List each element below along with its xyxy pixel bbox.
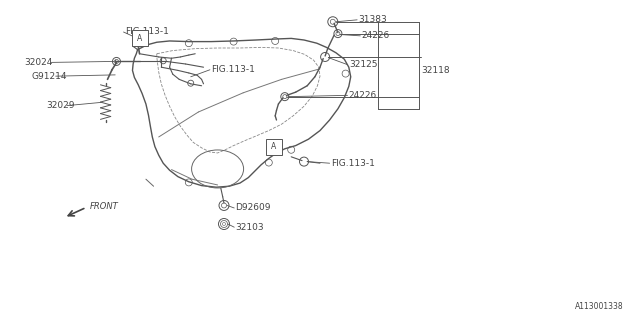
Text: 32024: 32024	[24, 58, 52, 67]
Text: 24226: 24226	[362, 31, 390, 40]
Bar	[266, 139, 282, 155]
Text: A: A	[137, 34, 142, 43]
Text: 31383: 31383	[358, 15, 387, 24]
Text: A113001338: A113001338	[575, 302, 624, 311]
Text: FIG.113-1: FIG.113-1	[332, 159, 376, 168]
Bar	[132, 30, 148, 46]
Text: 32103: 32103	[236, 223, 264, 232]
Text: D92609: D92609	[236, 204, 271, 212]
Text: FIG.113-1: FIG.113-1	[125, 28, 169, 36]
Text: 32029: 32029	[46, 101, 75, 110]
Text: G91214: G91214	[32, 72, 67, 81]
Text: FIG.113-1: FIG.113-1	[211, 65, 255, 74]
Text: 32125: 32125	[349, 60, 378, 69]
Text: 24226: 24226	[349, 91, 377, 100]
Text: 32118: 32118	[421, 66, 450, 75]
Text: A: A	[271, 142, 276, 151]
Text: FRONT: FRONT	[90, 202, 118, 211]
